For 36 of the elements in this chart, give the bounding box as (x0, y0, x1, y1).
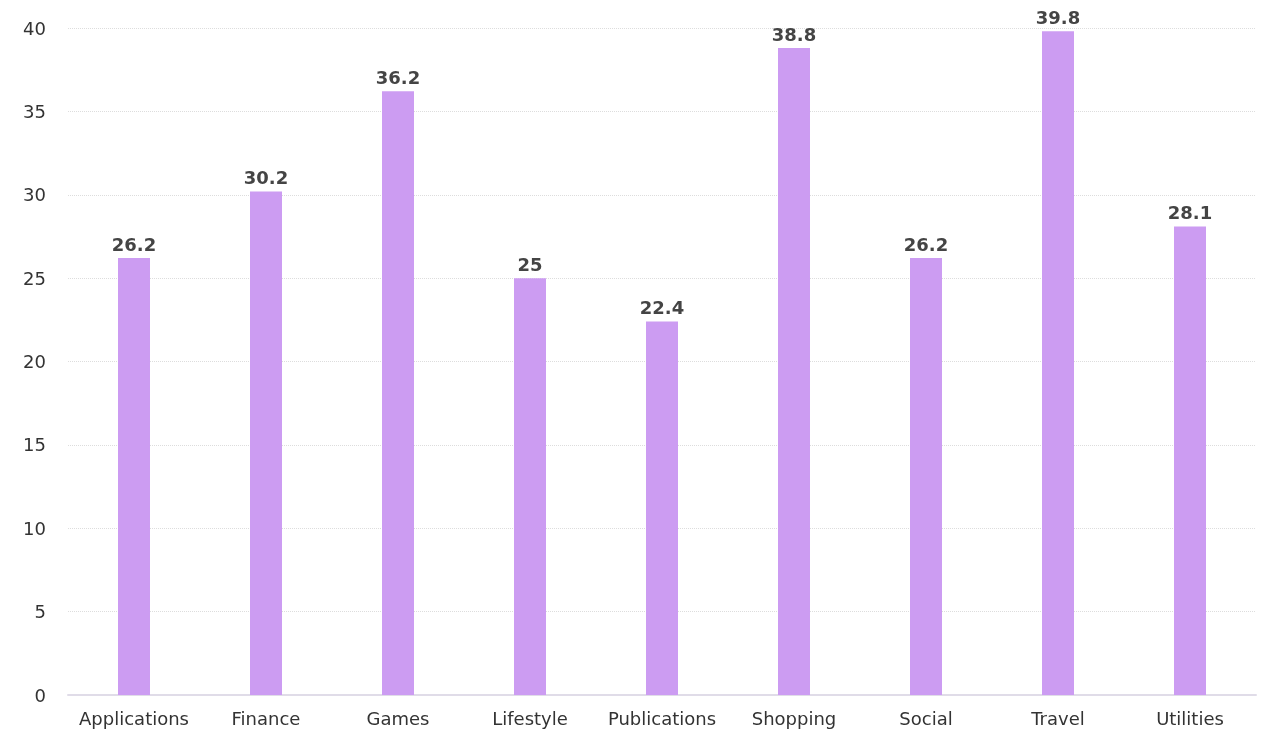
bar (646, 321, 678, 695)
y-tick-label: 30 (23, 184, 46, 206)
bar (778, 48, 810, 695)
data-label: 22.4 (639, 296, 685, 318)
bar (910, 258, 942, 695)
x-tick-label: Finance (231, 707, 301, 729)
y-tick-label: 35 (23, 100, 46, 122)
y-tick-label: 5 (34, 601, 46, 623)
bar (382, 91, 414, 695)
bar (514, 278, 546, 695)
y-tick-label: 15 (23, 434, 46, 456)
bar (118, 258, 150, 695)
data-label: 39.8 (1035, 6, 1081, 28)
x-tick-label: Lifestyle (492, 707, 568, 729)
y-tick-label: 40 (23, 17, 46, 39)
x-tick-label: Utilities (1156, 707, 1224, 729)
data-label: 25 (517, 253, 543, 275)
data-label: 36.2 (375, 66, 421, 88)
x-tick-label: Publications (607, 707, 717, 729)
x-tick-label: Shopping (751, 707, 837, 729)
data-label: 26.2 (111, 233, 157, 255)
bar (1174, 226, 1206, 695)
x-tick-label: Travel (1030, 707, 1085, 729)
y-tick-label: 10 (23, 517, 46, 539)
data-label: 28.1 (1167, 201, 1213, 223)
bar (1042, 31, 1074, 695)
y-tick-label: 20 (23, 351, 46, 372)
y-tick-label: 25 (23, 267, 46, 289)
data-label: 26.2 (903, 233, 949, 255)
data-label: 30.2 (243, 166, 289, 188)
data-label: 38.8 (771, 23, 817, 45)
x-tick-label: Social (899, 707, 953, 729)
bar (250, 191, 282, 695)
x-tick-label: Games (366, 707, 430, 729)
y-tick-label: 0 (34, 684, 46, 706)
x-tick-label: Applications (79, 707, 189, 729)
